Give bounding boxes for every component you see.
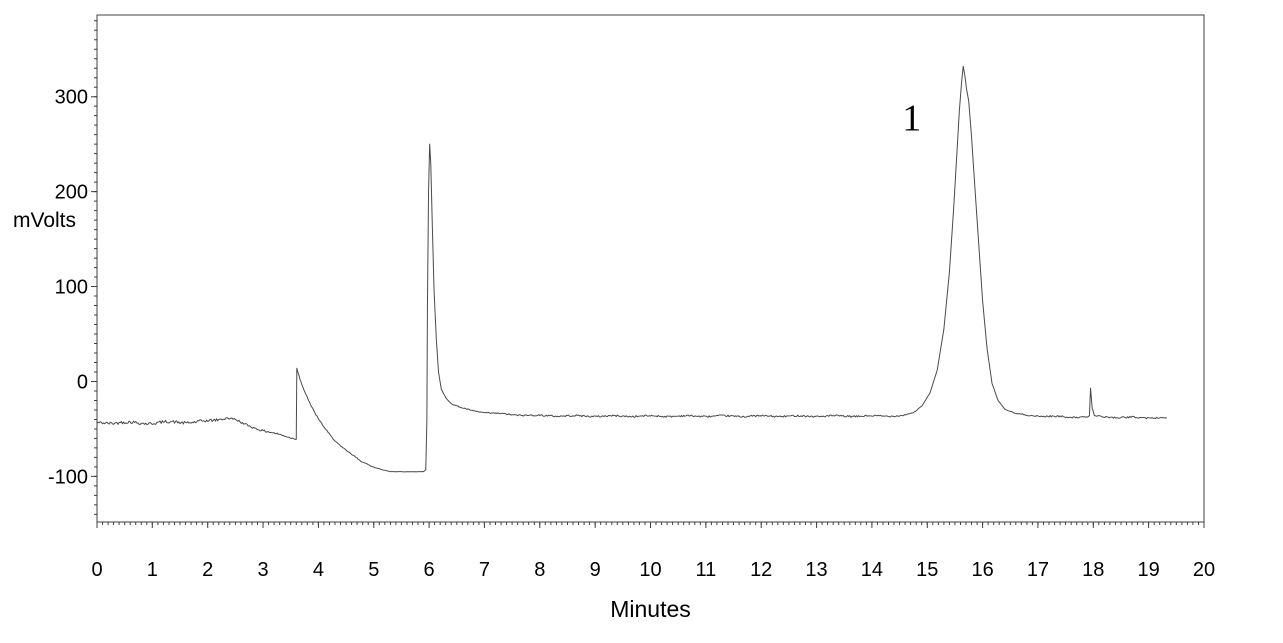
x-tick-label: 3 xyxy=(257,559,268,581)
x-tick-label: 9 xyxy=(590,559,601,581)
x-tick-label: 1 xyxy=(147,559,158,581)
y-axis-major-ticks xyxy=(91,96,97,477)
x-tick-label: 7 xyxy=(479,559,490,581)
x-tick-label: 16 xyxy=(971,559,993,581)
x-tick-label: 6 xyxy=(424,559,435,581)
x-axis-title: Minutes xyxy=(610,596,691,622)
x-tick-label: 4 xyxy=(313,559,324,581)
x-tick-label: 19 xyxy=(1138,559,1160,581)
x-axis-major-ticks xyxy=(96,522,1205,528)
y-tick-label: 100 xyxy=(55,277,88,299)
x-tick-label: 5 xyxy=(368,559,379,581)
y-tick-label: -100 xyxy=(48,466,88,488)
y-axis-minor-ticks xyxy=(94,20,97,515)
y-tick-label: 0 xyxy=(77,371,88,393)
x-tick-label: 14 xyxy=(861,559,883,581)
peak-1-label: 1 xyxy=(902,98,921,140)
signal-trace xyxy=(96,65,1167,473)
x-tick-label: 10 xyxy=(639,559,661,581)
x-tick-label: 15 xyxy=(916,559,938,581)
x-tick-label: 12 xyxy=(750,559,772,581)
x-tick-label: 13 xyxy=(805,559,827,581)
y-tick-label: 300 xyxy=(55,87,88,109)
x-tick-label: 17 xyxy=(1027,559,1049,581)
x-tick-label: 0 xyxy=(91,559,102,581)
y-axis-title: mVolts xyxy=(13,209,77,232)
x-tick-label: 20 xyxy=(1193,559,1215,581)
y-tick-label: 200 xyxy=(55,182,88,204)
x-tick-label: 2 xyxy=(202,559,213,581)
x-tick-label: 8 xyxy=(534,559,545,581)
x-tick-label: 11 xyxy=(695,559,716,581)
plot-border xyxy=(96,14,1205,523)
x-tick-label: 18 xyxy=(1082,559,1104,581)
